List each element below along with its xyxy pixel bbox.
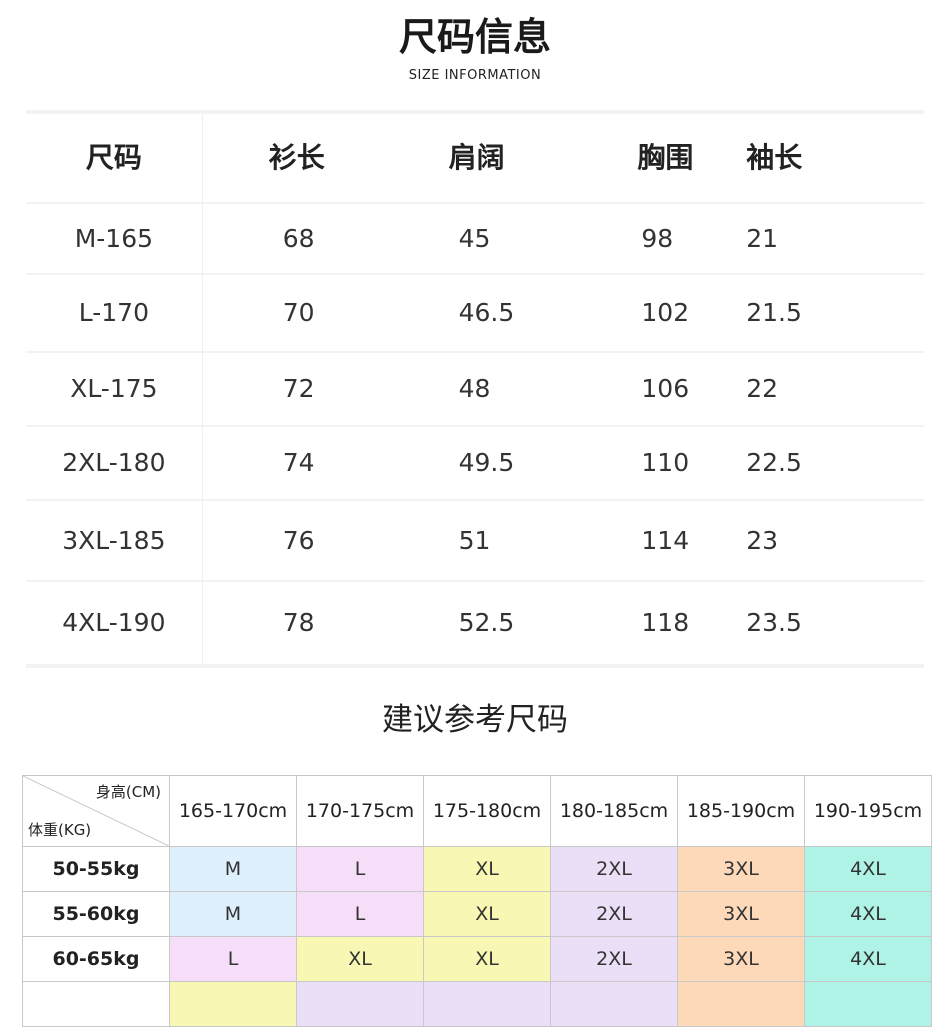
size-cell: 3XL-185	[26, 501, 203, 580]
size-suggestion-cell: L	[296, 891, 424, 937]
size-suggestion-cell: 4XL	[804, 936, 932, 982]
size-cell: 23	[746, 525, 779, 555]
column-header: 肩阔	[448, 141, 505, 174]
size-suggestion-cell: M	[169, 846, 297, 892]
size-suggestion-cell: 2XL	[550, 891, 678, 937]
page-subtitle: SIZE INFORMATION	[408, 68, 542, 83]
height-header: 175-180cm	[423, 775, 551, 847]
size-row: 4XL-190 78 52.5 118 23.5	[26, 582, 924, 664]
size-suggestion-cell	[296, 981, 424, 1027]
recommend-row: 55-60kg M L XL 2XL 3XL 4XL	[22, 891, 932, 937]
size-suggestion-cell: L	[169, 936, 297, 982]
size-suggestion-cell: L	[296, 846, 424, 892]
height-label: 身高(CM)	[95, 783, 161, 801]
size-suggestion-cell: 3XL	[677, 936, 805, 982]
size-cell: 45	[458, 223, 491, 253]
size-table-header: 尺码 衫长 肩阔 胸围 袖长	[26, 114, 924, 204]
recommend-title: 建议参考尺码	[382, 702, 568, 738]
size-cell: 49.5	[458, 448, 515, 477]
size-cell: 21	[746, 223, 779, 253]
size-cell: 114	[641, 525, 690, 555]
size-cell: 22	[746, 374, 779, 403]
weight-cell	[22, 981, 170, 1027]
recommend-row: 50-55kg M L XL 2XL 3XL 4XL	[22, 846, 932, 892]
weight-cell: 60-65kg	[22, 936, 170, 982]
size-cell: 72	[282, 374, 315, 403]
size-suggestion-cell: 4XL	[804, 846, 932, 892]
size-cell: 68	[282, 223, 315, 253]
size-suggestion-cell: M	[169, 891, 297, 937]
size-suggestion-cell	[804, 981, 932, 1027]
size-cell: 118	[641, 608, 690, 637]
size-suggestion-cell	[169, 981, 297, 1027]
size-suggestion-cell: 2XL	[550, 936, 678, 982]
size-cell: 48	[458, 374, 491, 403]
size-suggestion-cell	[423, 981, 551, 1027]
size-cell: 76	[282, 525, 315, 555]
size-suggestion-cell: 2XL	[550, 846, 678, 892]
column-header: 尺码	[26, 114, 203, 202]
page-title: 尺码信息	[398, 15, 551, 59]
size-row: M-165 68 45 98 21	[26, 204, 924, 275]
recommend-header-row: 身高(CM) 体重(KG) 165-170cm 170-175cm 175-180c…	[22, 775, 932, 847]
column-header: 袖长	[746, 141, 803, 174]
size-cell: 74	[282, 448, 315, 477]
height-header: 190-195cm	[804, 775, 932, 847]
size-cell: 110	[641, 448, 690, 477]
size-suggestion-cell: XL	[423, 936, 551, 982]
height-header: 180-185cm	[550, 775, 678, 847]
size-row: L-170 70 46.5 102 21.5	[26, 275, 924, 353]
size-cell: M-165	[26, 204, 203, 273]
size-suggestion-cell: 3XL	[677, 846, 805, 892]
page-header: 尺码信息 SIZE INFORMATION	[0, 14, 950, 94]
size-cell: 78	[282, 608, 315, 637]
size-suggestion-cell: 3XL	[677, 891, 805, 937]
recommend-row-partial	[22, 981, 932, 1027]
weight-cell: 55-60kg	[22, 891, 170, 937]
column-header: 衫长	[268, 141, 325, 174]
size-row: XL-175 72 48 106 22	[26, 353, 924, 427]
size-cell: 98	[641, 223, 674, 253]
size-cell: 22.5	[746, 448, 802, 477]
height-header: 185-190cm	[677, 775, 805, 847]
size-suggestion-cell: XL	[296, 936, 424, 982]
size-suggestion-cell	[550, 981, 678, 1027]
size-suggestion-cell	[677, 981, 805, 1027]
size-cell: XL-175	[26, 353, 203, 425]
size-cell: 46.5	[458, 298, 515, 327]
weight-cell: 50-55kg	[22, 846, 170, 892]
size-suggestion-cell: XL	[423, 891, 551, 937]
size-suggestion-cell: 4XL	[804, 891, 932, 937]
corner-cell: 身高(CM) 体重(KG)	[22, 775, 170, 847]
height-header: 170-175cm	[296, 775, 424, 847]
size-cell: 4XL-190	[26, 582, 203, 664]
size-cell: 21.5	[746, 298, 802, 327]
size-table: 尺码 衫长 肩阔 胸围 袖长 M-165 68 45 98 21 L-170 70 46.5 1…	[26, 110, 924, 668]
height-header: 165-170cm	[169, 775, 297, 847]
size-cell: 2XL-180	[26, 427, 203, 499]
size-cell: L-170	[26, 275, 203, 351]
recommend-row: 60-65kg L XL XL 2XL 3XL 4XL	[22, 936, 932, 982]
size-cell: 52.5	[458, 608, 515, 637]
size-cell: 23.5	[746, 608, 802, 637]
size-cell: 51	[458, 525, 491, 555]
recommend-table: 身高(CM) 体重(KG) 165-170cm 170-175cm 175-180c…	[22, 775, 932, 1027]
size-suggestion-cell: XL	[423, 846, 551, 892]
size-cell: 70	[282, 298, 315, 327]
weight-label: 体重(KG)	[28, 821, 92, 839]
size-row: 3XL-185 76 51 114 23	[26, 501, 924, 582]
size-row: 2XL-180 74 49.5 110 22.5	[26, 427, 924, 501]
size-cell: 106	[641, 374, 690, 403]
diagonal-divider	[23, 776, 169, 846]
size-cell: 102	[641, 298, 690, 327]
column-header: 胸围	[637, 141, 694, 174]
